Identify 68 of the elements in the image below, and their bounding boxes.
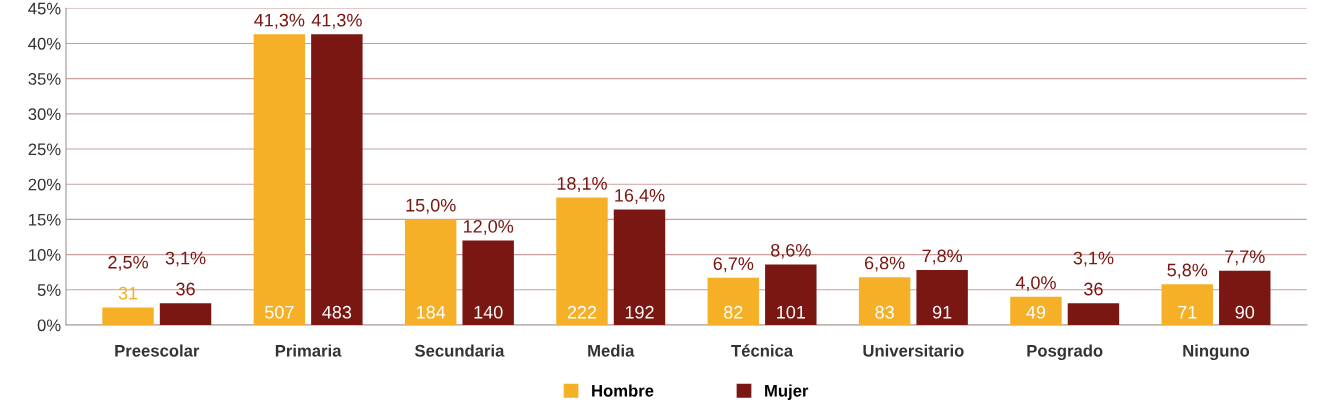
data-label: 41,3% bbox=[311, 13, 362, 29]
x-tick-label: Técnica bbox=[731, 344, 794, 357]
data-label: 2,5% bbox=[108, 255, 148, 271]
data-label: 8,6% bbox=[771, 243, 811, 259]
bar bbox=[462, 240, 514, 325]
bar bbox=[159, 303, 212, 325]
data-label: 41,3% bbox=[254, 13, 305, 29]
bar bbox=[1219, 270, 1271, 325]
annotation: 192 bbox=[625, 305, 654, 319]
annotation: 36 bbox=[1084, 282, 1103, 296]
data-label: 18,1% bbox=[557, 177, 607, 192]
bar bbox=[404, 219, 457, 325]
annotation: 71 bbox=[1178, 306, 1197, 319]
data-label: 3,1% bbox=[165, 251, 206, 267]
bar bbox=[765, 264, 817, 325]
y-tick-label: 35% bbox=[28, 73, 61, 85]
annotation: 101 bbox=[777, 305, 805, 319]
bar bbox=[916, 270, 968, 325]
data-label: 4,0% bbox=[1015, 276, 1056, 292]
data-label: 5,8% bbox=[1167, 263, 1208, 279]
y-tick-label: 40% bbox=[28, 37, 61, 50]
x-tick-label: Ninguno bbox=[1183, 344, 1250, 361]
bar bbox=[858, 277, 911, 325]
annotation: 49 bbox=[1026, 305, 1046, 319]
data-label: 7,8% bbox=[922, 249, 963, 265]
bar bbox=[1067, 303, 1120, 325]
data-label: 12,0% bbox=[463, 219, 514, 235]
data-label: 16,4% bbox=[615, 188, 665, 204]
bar bbox=[707, 277, 760, 325]
data-label: 7,7% bbox=[1225, 250, 1265, 266]
annotation: 90 bbox=[1235, 305, 1255, 319]
data-label: 6,8% bbox=[864, 256, 905, 272]
annotation: 184 bbox=[416, 305, 446, 319]
y-tick-label: 15% bbox=[29, 213, 61, 226]
bar bbox=[1161, 284, 1213, 325]
bar bbox=[102, 307, 154, 325]
annotation: 507 bbox=[265, 305, 294, 319]
y-tick-label: 5% bbox=[37, 284, 61, 296]
annotation: 31 bbox=[118, 286, 138, 300]
legend-label: Mujer bbox=[765, 384, 809, 400]
annotation: 36 bbox=[176, 282, 195, 296]
x-tick-label: Preescolar bbox=[115, 344, 200, 357]
x-tick-label: Posgrado bbox=[1027, 344, 1103, 361]
data-label: 15,0% bbox=[406, 198, 456, 214]
y-tick-label: 45% bbox=[28, 2, 61, 15]
annotation: 82 bbox=[724, 305, 743, 319]
x-tick-label: Universitario bbox=[863, 344, 964, 357]
annotation: 91 bbox=[932, 305, 952, 319]
bar bbox=[253, 34, 306, 325]
bar bbox=[613, 209, 666, 325]
y-tick-label: 10% bbox=[29, 249, 61, 261]
data-label: 6,7% bbox=[713, 257, 754, 273]
y-tick-label: 0% bbox=[37, 319, 61, 332]
bar bbox=[556, 197, 608, 325]
data-label: 3,1% bbox=[1073, 251, 1114, 267]
annotation: 483 bbox=[322, 305, 352, 319]
x-tick-label: Media bbox=[588, 344, 635, 357]
legend-label: Hombre bbox=[592, 384, 654, 397]
x-tick-label: Primaria bbox=[275, 344, 342, 357]
y-tick-label: 25% bbox=[28, 143, 61, 156]
annotation: 83 bbox=[875, 305, 894, 319]
bar bbox=[1010, 296, 1062, 325]
bar bbox=[311, 34, 363, 325]
y-tick-label: 20% bbox=[28, 178, 61, 191]
annotation: 140 bbox=[474, 305, 503, 319]
x-tick-label: Secundaria bbox=[414, 344, 505, 357]
y-tick-label: 30% bbox=[28, 108, 61, 121]
annotation: 222 bbox=[567, 305, 597, 319]
